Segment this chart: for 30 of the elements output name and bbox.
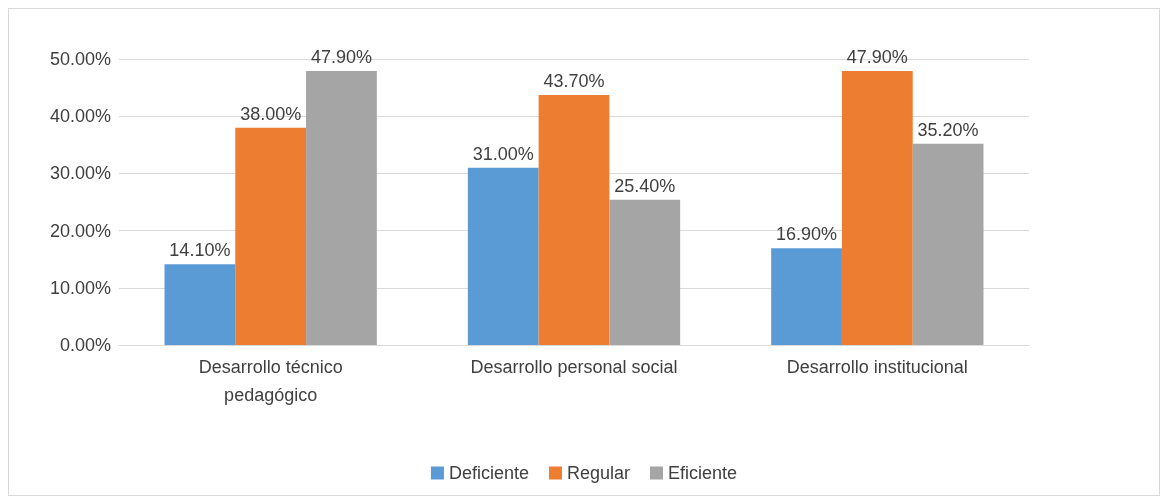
y-tick-label: 40.00% — [49, 106, 111, 127]
bar — [609, 199, 681, 345]
bar — [538, 95, 610, 345]
y-tick-label: 30.00% — [49, 163, 111, 184]
data-label: 35.20% — [917, 119, 979, 140]
data-label: 47.90% — [310, 47, 372, 68]
bar — [771, 248, 842, 345]
legend-label: Deficiente — [448, 463, 529, 483]
x-tick-label: Desarrollo institucional — [786, 357, 968, 377]
data-label: 16.90% — [776, 224, 838, 245]
x-tick-label: Desarrollo personal social — [470, 357, 678, 377]
bar — [841, 71, 913, 345]
bar — [467, 167, 539, 345]
y-tick-label: 10.00% — [49, 277, 111, 298]
bar — [235, 127, 307, 345]
legend-label: Regular — [566, 463, 631, 483]
y-tick-label: 50.00% — [49, 49, 111, 69]
x-tick-label: Desarrollo técnico pedagógico — [198, 357, 343, 405]
data-label: 25.40% — [614, 175, 676, 196]
y-tick-label: 0.00% — [59, 335, 111, 355]
data-label: 43.70% — [543, 71, 605, 92]
data-label: 14.10% — [169, 240, 231, 261]
bar — [164, 264, 236, 345]
data-label: 47.90% — [846, 47, 908, 68]
data-label: 31.00% — [472, 143, 534, 164]
y-tick-label: 20.00% — [49, 220, 111, 241]
data-label: 38.00% — [240, 103, 302, 124]
bar — [306, 71, 377, 345]
bar — [912, 143, 984, 345]
legend-label: Eficiente — [668, 463, 738, 483]
